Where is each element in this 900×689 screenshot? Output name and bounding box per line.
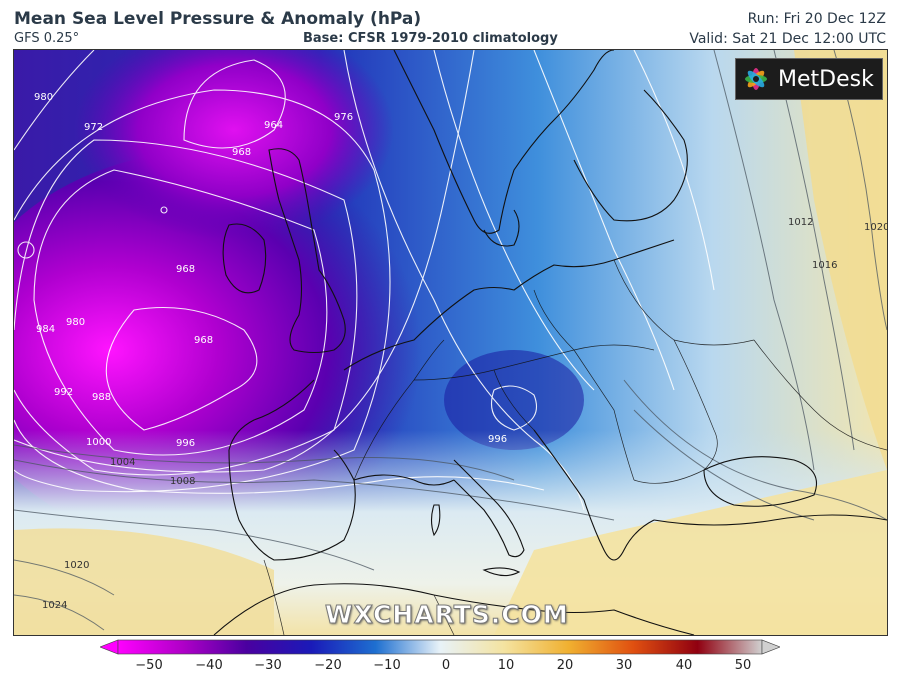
isobar-label: 980 bbox=[66, 317, 85, 328]
colorbar-tick: −30 bbox=[254, 658, 282, 673]
colorbar-tick: 20 bbox=[556, 658, 574, 673]
colorbar-tick: −40 bbox=[195, 658, 223, 673]
isobar-label: 1020 bbox=[64, 560, 89, 571]
isobar-label: 1016 bbox=[812, 260, 837, 271]
colorbar-tick: −10 bbox=[373, 658, 401, 673]
colorbar-tick: 50 bbox=[734, 658, 752, 673]
model-label: GFS 0.25° bbox=[14, 31, 80, 46]
isobar-label: 976 bbox=[334, 112, 353, 123]
isobar-label: 968 bbox=[232, 147, 251, 158]
run-time-label: Run: Fri 20 Dec 12Z bbox=[747, 11, 886, 27]
chart-title: Mean Sea Level Pressure & Anomaly (hPa) bbox=[14, 9, 422, 29]
isobar-label: 1012 bbox=[788, 217, 813, 228]
isobar-label: 1004 bbox=[110, 457, 135, 468]
metdesk-flower-icon bbox=[745, 68, 767, 90]
isobar-label: 968 bbox=[194, 335, 213, 346]
colorbar-tick: 0 bbox=[441, 658, 451, 673]
anomaly-map: 964 968 968 968 972 976 980 980 984 988 … bbox=[13, 49, 888, 636]
isobar-label: 972 bbox=[84, 122, 103, 133]
isobar-label: 992 bbox=[54, 387, 73, 398]
colorbar-tick: 10 bbox=[497, 658, 515, 673]
isobar-label: 1024 bbox=[42, 600, 67, 611]
isobar-label: 1020 bbox=[864, 222, 887, 233]
isobar-label: 996 bbox=[176, 438, 195, 449]
climatology-base-label: Base: CFSR 1979-2010 climatology bbox=[303, 31, 558, 46]
isobar-label: 1008 bbox=[170, 476, 195, 487]
isobar-label: 964 bbox=[264, 120, 283, 131]
isobar-label: 1000 bbox=[86, 437, 111, 448]
isobar-label: 980 bbox=[34, 92, 53, 103]
isobar-label: 988 bbox=[92, 392, 111, 403]
valid-time-label: Valid: Sat 21 Dec 12:00 UTC bbox=[689, 31, 886, 47]
isobar-label: 968 bbox=[176, 264, 195, 275]
colorbar-tick: 30 bbox=[615, 658, 633, 673]
colorbar-tick: −20 bbox=[314, 658, 342, 673]
wxcharts-watermark: WXCHARTS.COM bbox=[325, 600, 569, 630]
colorbar bbox=[100, 639, 780, 655]
metdesk-logo: MetDesk bbox=[735, 58, 883, 100]
colorbar-tick: 40 bbox=[675, 658, 693, 673]
logo-text: MetDesk bbox=[778, 66, 874, 92]
isobar-label: 984 bbox=[36, 324, 55, 335]
isobar-label: 996 bbox=[488, 434, 507, 445]
colorbar-tick: −50 bbox=[135, 658, 163, 673]
